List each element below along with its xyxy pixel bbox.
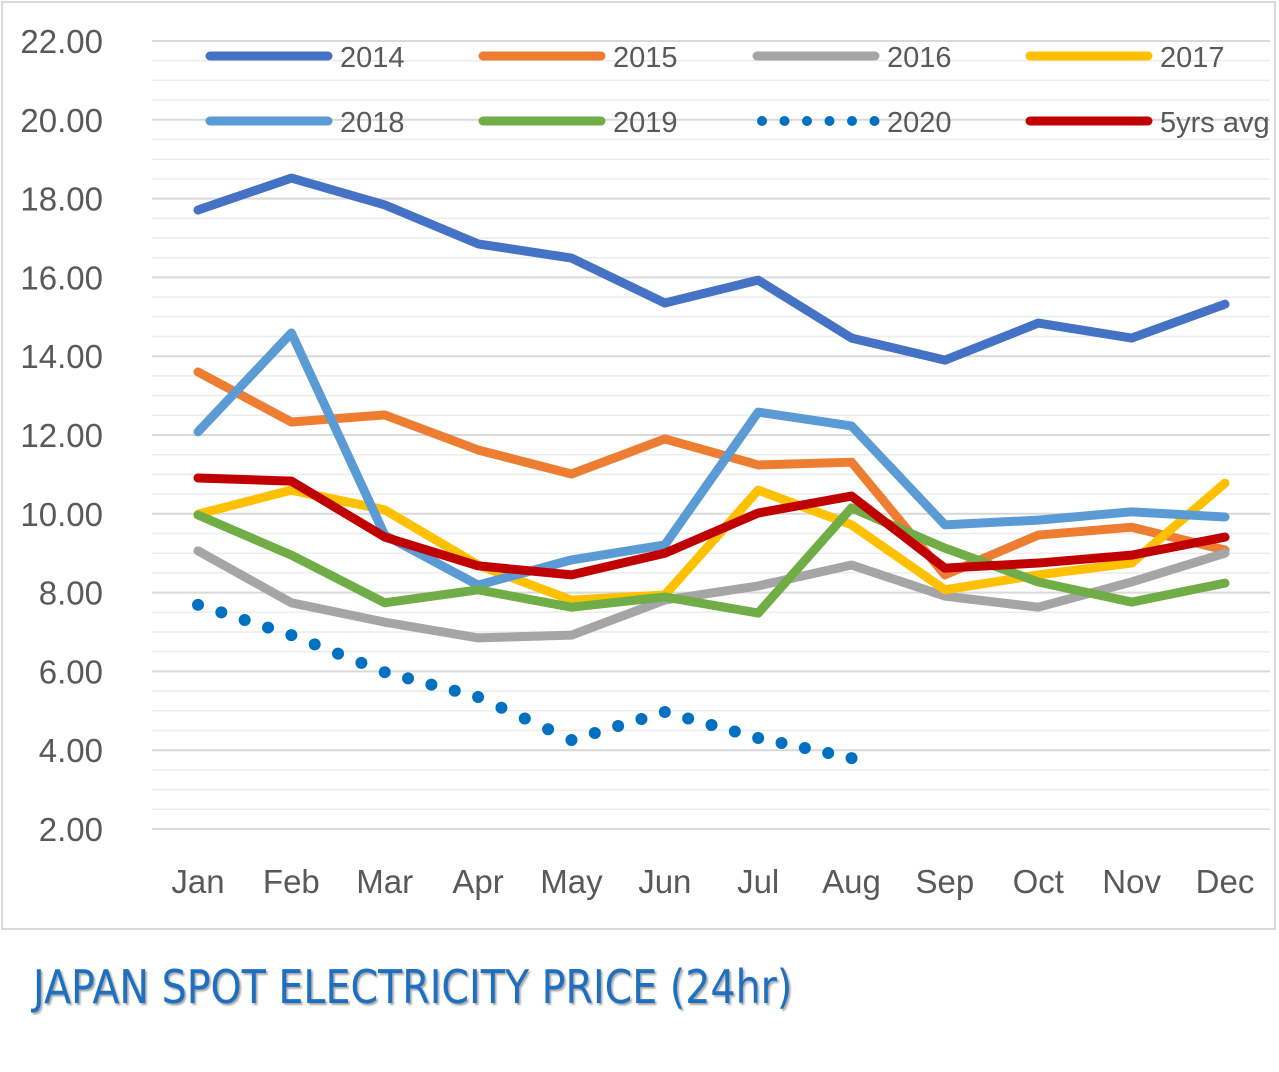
y-tick-label: 4.00 bbox=[39, 732, 103, 769]
data-point bbox=[285, 629, 298, 642]
legend-swatch-dot bbox=[869, 116, 880, 126]
series-lines bbox=[192, 173, 1230, 765]
legend-swatch-dot bbox=[824, 116, 835, 126]
legend-item: 2016 bbox=[752, 42, 952, 74]
series-2020 bbox=[192, 598, 858, 765]
data-point bbox=[635, 712, 648, 725]
chart-title: JAPAN SPOT ELECTRICITY PRICE (24hr) bbox=[33, 960, 793, 1014]
legend-swatch-dot bbox=[779, 116, 790, 126]
legend-item: 2018 bbox=[205, 107, 405, 139]
legend-label: 2017 bbox=[1160, 42, 1225, 74]
data-point bbox=[192, 598, 204, 611]
x-tick-label: Apr bbox=[452, 863, 503, 900]
y-tick-label: 10.00 bbox=[20, 496, 103, 533]
data-point bbox=[705, 718, 718, 731]
legend-swatch-dot bbox=[757, 116, 767, 126]
legend-item: 2019 bbox=[478, 107, 678, 139]
series-line-2014 bbox=[193, 173, 1230, 365]
y-tick-label: 18.00 bbox=[20, 181, 103, 218]
y-tick-label: 16.00 bbox=[20, 259, 103, 296]
x-tick-label: Jan bbox=[171, 863, 224, 900]
x-tick-label: Mar bbox=[356, 863, 413, 900]
data-point bbox=[402, 672, 415, 685]
x-tick-label: Jun bbox=[638, 863, 691, 900]
data-point bbox=[238, 613, 251, 626]
data-point bbox=[845, 752, 858, 765]
x-tick-label: Aug bbox=[822, 863, 881, 900]
x-tick-label: May bbox=[540, 863, 603, 900]
data-point bbox=[542, 723, 555, 736]
x-tick-label: Feb bbox=[263, 863, 320, 900]
data-point bbox=[448, 684, 461, 697]
data-point bbox=[682, 712, 695, 725]
legend-label: 2016 bbox=[887, 42, 952, 74]
data-point bbox=[262, 621, 275, 634]
legend-item: 2014 bbox=[205, 42, 405, 74]
legend-label: 2018 bbox=[340, 107, 405, 139]
legend-label: 2015 bbox=[613, 42, 678, 74]
data-point bbox=[752, 731, 765, 744]
series-line-2019 bbox=[193, 503, 1230, 618]
legend-item: 2020 bbox=[757, 107, 952, 139]
x-tick-label: Oct bbox=[1013, 863, 1064, 900]
x-axis-labels: Jan Feb Mar Apr May Jun Jul Aug Sep Oct Nov Dec bbox=[171, 863, 1254, 900]
data-point bbox=[378, 666, 391, 679]
y-tick-label: 22.00 bbox=[20, 23, 103, 60]
data-point bbox=[565, 733, 578, 746]
data-point bbox=[472, 691, 485, 704]
series-line-2018 bbox=[193, 328, 1230, 590]
legend-item: 2017 bbox=[1025, 42, 1225, 74]
data-point bbox=[775, 737, 788, 750]
data-point bbox=[355, 656, 368, 669]
data-point bbox=[495, 701, 508, 714]
data-point bbox=[425, 678, 438, 691]
legend-label: 2019 bbox=[613, 107, 678, 139]
legend-label: 5yrs avg bbox=[1160, 107, 1270, 139]
x-tick-label: Jul bbox=[737, 863, 779, 900]
gridlines bbox=[152, 40, 1270, 830]
line-chart: 2.00 4.00 6.00 8.00 10.00 12.00 14.00 16.00 18.0… bbox=[20, 23, 1270, 900]
chart-frame bbox=[1, 1, 1276, 930]
y-tick-label: 8.00 bbox=[39, 575, 103, 612]
data-point bbox=[612, 719, 625, 732]
data-point bbox=[332, 647, 345, 660]
series-line-5yrs-avg bbox=[193, 473, 1230, 580]
legend-swatch-dot bbox=[802, 116, 812, 126]
y-tick-label: 14.00 bbox=[20, 338, 103, 375]
x-tick-label: Dec bbox=[1196, 863, 1255, 900]
series-line-2015 bbox=[193, 367, 1230, 580]
legend-label: 2020 bbox=[887, 107, 952, 139]
data-point bbox=[518, 712, 531, 725]
data-point bbox=[588, 726, 601, 739]
legend-label: 2014 bbox=[340, 42, 405, 74]
legend: 2014 2015 2016 2017 2018 2019 2020 5yrs avg bbox=[205, 42, 1270, 139]
series-line-2016 bbox=[193, 546, 1230, 643]
data-point bbox=[822, 747, 835, 760]
x-tick-label: Nov bbox=[1102, 863, 1161, 900]
data-point bbox=[798, 742, 811, 755]
legend-swatch-dot bbox=[847, 116, 857, 126]
y-tick-label: 20.00 bbox=[20, 102, 103, 139]
legend-item: 2015 bbox=[478, 42, 678, 74]
y-tick-label: 2.00 bbox=[39, 811, 103, 848]
y-tick-label: 12.00 bbox=[20, 417, 103, 454]
data-point bbox=[215, 606, 228, 619]
y-axis-labels: 2.00 4.00 6.00 8.00 10.00 12.00 14.00 16.00 18.0… bbox=[20, 23, 103, 848]
legend-item: 5yrs avg bbox=[1025, 107, 1270, 139]
data-point bbox=[728, 725, 741, 738]
y-tick-label: 6.00 bbox=[39, 653, 103, 690]
data-point bbox=[658, 705, 671, 718]
x-tick-label: Sep bbox=[916, 863, 975, 900]
data-point bbox=[308, 638, 321, 651]
